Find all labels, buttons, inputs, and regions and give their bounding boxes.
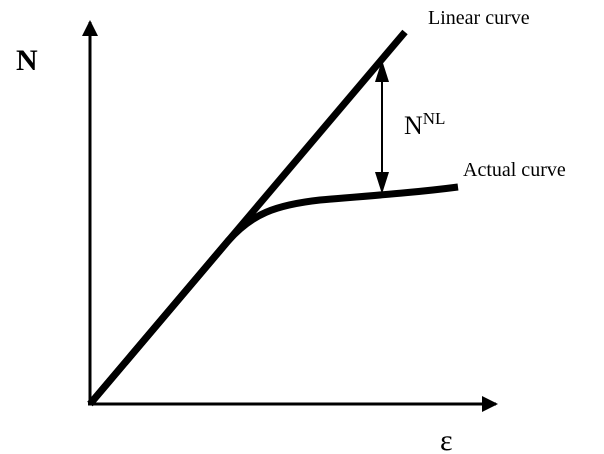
annotation-base: N	[404, 111, 423, 140]
arrow-head-bottom	[375, 172, 389, 194]
annotation-superscript: NL	[423, 109, 446, 128]
x-axis-label: ε	[440, 424, 453, 454]
annotation-label: NNL	[404, 109, 445, 140]
y-axis-label: N	[16, 44, 38, 77]
arrow-head-top	[375, 60, 389, 82]
actual-curve	[87, 183, 459, 407]
linear-curve-label: Linear curve	[428, 7, 530, 29]
actual-curve-label: Actual curve	[463, 159, 566, 181]
